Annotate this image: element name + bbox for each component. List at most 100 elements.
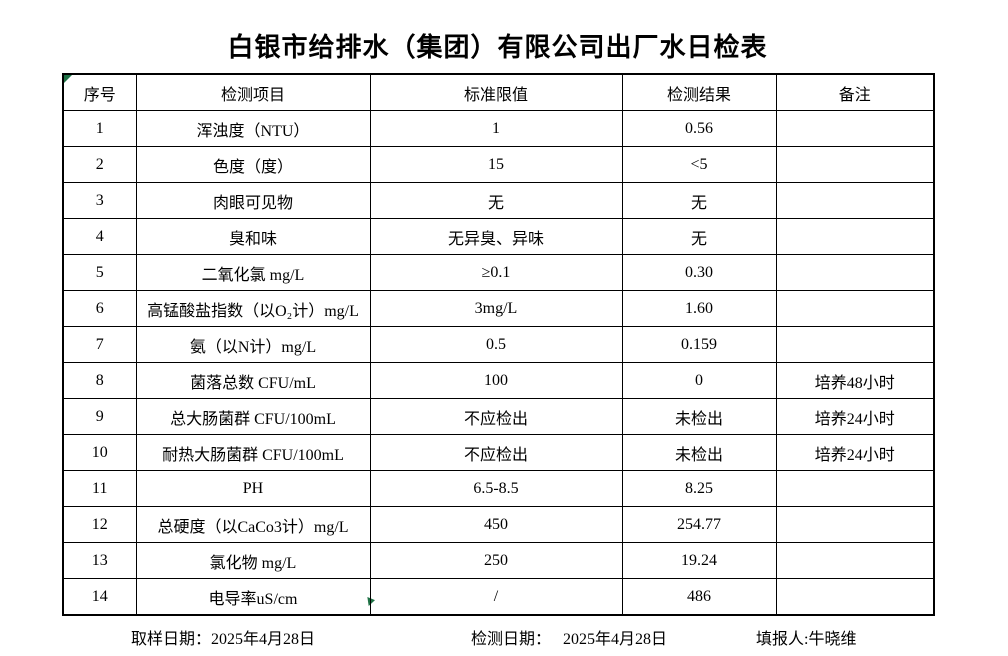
cell-no: 4 [62,218,137,255]
cell-limit: 无异臭、异味 [369,218,623,255]
cell-no: 1 [62,110,137,147]
cell-item: 色度（度） [135,146,371,183]
cell-item: 总硬度（以CaCo3计）mg/L [135,506,371,543]
cell-remark [775,506,935,543]
sampling-date: 取样日期：2025年4月28日 [115,607,315,656]
cell-no: 12 [62,506,137,543]
table-row: 7 氨（以N计）mg/L 0.5 0.159 [62,326,935,363]
header-cell-limit: 标准限值 [369,73,623,111]
cell-limit: 不应检出 [369,398,623,435]
cell-no: 3 [62,182,137,219]
cell-result: 无 [621,182,777,219]
cell-no: 7 [62,326,137,363]
cell-remark [775,254,935,291]
table-row: 6 高锰酸盐指数（以O₂计）mg/L 3mg/L 1.60 [62,290,935,327]
cell-limit: 450 [369,506,623,543]
cell-item: 肉眼可见物 [135,182,371,219]
cell-no: 13 [62,542,137,579]
testing-date-label: 检测日期： [471,631,552,648]
reporter-label: 填报人: [756,631,809,648]
cell-remark [775,470,935,507]
table-row: 1 浑浊度（NTU） 1 0.56 [62,110,935,147]
table-row: 13 氯化物 mg/L 250 19.24 [62,542,935,579]
cell-limit: 1 [369,110,623,147]
cell-result: 254.77 [621,506,777,543]
cell-remark [775,578,935,616]
cell-no: 14 [62,578,137,616]
testing-date: 检测日期： 2025年4月28日 [455,607,667,656]
table-header-row: 序号 检测项目 标准限值 检测结果 备注 [62,73,935,111]
cell-item: 臭和味 [135,218,371,255]
cell-result: 0 [621,362,777,399]
cell-item: 总大肠菌群 CFU/100mL [135,398,371,435]
cell-item: 电导率uS/cm [135,578,371,616]
cell-item: 浑浊度（NTU） [135,110,371,147]
header-cell-remark: 备注 [775,73,935,111]
cell-result: 0.159 [621,326,777,363]
cell-result: 8.25 [621,470,777,507]
cell-limit: 250 [369,542,623,579]
table-row: 5 二氧化氯 mg/L ≥0.1 0.30 [62,254,935,291]
cell-item: 氯化物 mg/L [135,542,371,579]
cell-result: 0.30 [621,254,777,291]
sampling-date-value: 2025年4月28日 [211,631,316,648]
cell-item: 耐热大肠菌群 CFU/100mL [135,434,371,471]
cell-remark [775,218,935,255]
cell-no: 11 [62,470,137,507]
sampling-date-label: 取样日期： [131,631,212,648]
header-cell-result: 检测结果 [621,73,777,111]
cell-result: 未检出 [621,434,777,471]
cell-no: 10 [62,434,137,471]
cell-remark: 培养24小时 [775,434,935,471]
reporter-value: 牛晓维 [808,631,857,648]
table-row: 2 色度（度） 15 <5 [62,146,935,183]
cell-item: 氨（以N计）mg/L [135,326,371,363]
cell-remark [775,146,935,183]
cell-limit: / [369,578,623,616]
table-row: 10 耐热大肠菌群 CFU/100mL 不应检出 未检出 培养24小时 [62,434,935,471]
cell-remark: 培养48小时 [775,362,935,399]
inspection-table: 序号 检测项目 标准限值 检测结果 备注 1 浑浊度（NTU） 1 0.56 2… [62,73,935,616]
table-row: 4 臭和味 无异臭、异味 无 [62,218,935,255]
cell-limit: 无 [369,182,623,219]
cell-limit: 6.5-8.5 [369,470,623,507]
cell-result: 0.56 [621,110,777,147]
cell-limit: 不应检出 [369,434,623,471]
cell-no: 6 [62,290,137,327]
cell-remark [775,542,935,579]
cell-limit: 0.5 [369,326,623,363]
cell-item: 菌落总数 CFU/mL [135,362,371,399]
table-row: 12 总硬度（以CaCo3计）mg/L 450 254.77 [62,506,935,543]
cell-item: 高锰酸盐指数（以O₂计）mg/L [135,290,371,327]
cell-remark [775,326,935,363]
header-cell-item: 检测项目 [135,73,371,111]
cell-result: 486 [621,578,777,616]
cell-remark: 培养24小时 [775,398,935,435]
cell-result: <5 [621,146,777,183]
cell-item: PH [135,470,371,507]
cell-no: 9 [62,398,137,435]
cell-result: 无 [621,218,777,255]
cell-no: 2 [62,146,137,183]
testing-date-value: 2025年4月28日 [563,631,668,648]
cell-remark [775,290,935,327]
cell-no: 8 [62,362,137,399]
table-row: 8 菌落总数 CFU/mL 100 0 培养48小时 [62,362,935,399]
header-cell-no: 序号 [62,73,137,111]
cell-limit: 3mg/L [369,290,623,327]
table-row: 9 总大肠菌群 CFU/100mL 不应检出 未检出 培养24小时 [62,398,935,435]
cell-item: 二氧化氯 mg/L [135,254,371,291]
cell-result: 19.24 [621,542,777,579]
table-row: 3 肉眼可见物 无 无 [62,182,935,219]
table-row: 14 电导率uS/cm / 486 [62,578,935,616]
cell-result: 未检出 [621,398,777,435]
cell-limit: 15 [369,146,623,183]
cell-remark [775,110,935,147]
page-title: 白银市给排水（集团）有限公司出厂水日检表 [227,33,768,62]
cell-limit: 100 [369,362,623,399]
cell-remark [775,182,935,219]
cell-result: 1.60 [621,290,777,327]
reporter: 填报人:牛晓维 [740,607,856,656]
cell-no: 5 [62,254,137,291]
